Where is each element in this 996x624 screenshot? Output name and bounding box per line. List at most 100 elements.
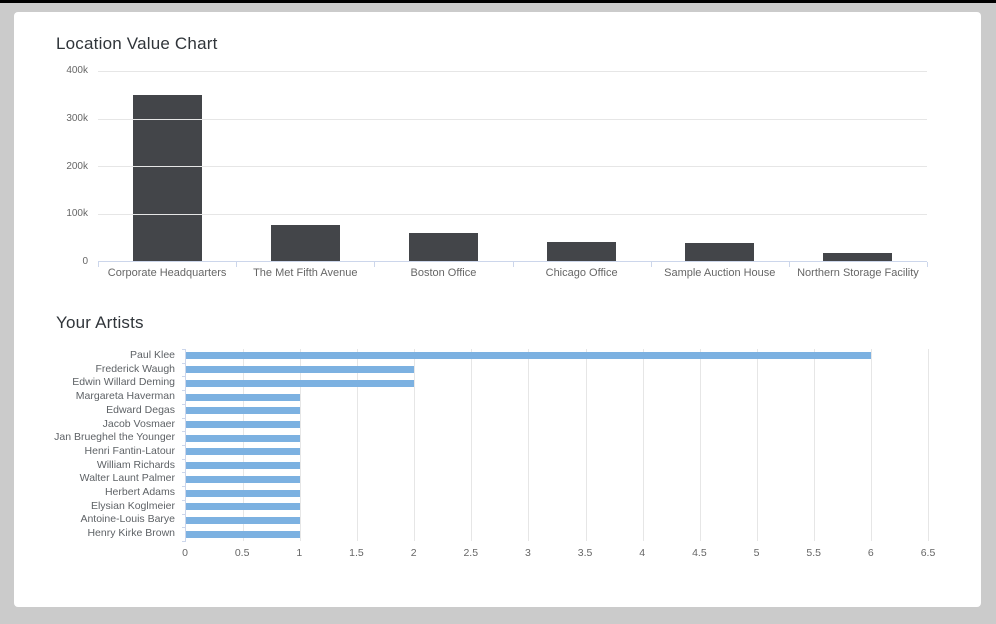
x-axis-tick	[374, 262, 376, 267]
x-category-label-the-met-fifth-avenue: The Met Fifth Avenue	[253, 267, 358, 279]
gridline	[300, 349, 302, 541]
bar-jacob-vosmaer[interactable]	[186, 420, 301, 428]
category-axis-tick	[182, 403, 186, 405]
bar-chicago-office[interactable]	[547, 242, 617, 261]
gridline	[928, 349, 929, 541]
gridline	[870, 349, 872, 541]
x-tick-label: 4.5	[692, 547, 707, 559]
x-axis-tick	[512, 262, 514, 267]
gridline	[98, 71, 927, 72]
bar-antoine-louis-barye[interactable]	[186, 516, 301, 524]
gridline	[414, 349, 416, 541]
bar-sample-auction-house[interactable]	[685, 242, 755, 261]
x-tick-label: 0	[182, 547, 188, 559]
y-tick-label: 100k	[66, 208, 88, 220]
column-slot-corporate-headquarters	[98, 71, 236, 261]
y-tick-label: 0	[82, 256, 88, 267]
location-value-chart-title: Location Value Chart	[56, 34, 218, 53]
category-axis-tick	[182, 499, 186, 501]
x-axis-tick	[927, 262, 928, 267]
artist-label-frederick-waugh: Frederick Waugh	[95, 362, 175, 375]
bar-henry-kirke-brown[interactable]	[186, 530, 301, 538]
bar-the-met-fifth-avenue[interactable]	[270, 225, 340, 261]
gridline	[813, 349, 815, 541]
artist-label-antoine-louis-barye: Antoine-Louis Barye	[80, 513, 175, 526]
x-tick-label: 6.5	[920, 547, 936, 559]
artist-label-jan-brueghel-the-younger: Jan Brueghel the Younger	[54, 431, 175, 444]
bar-henri-fantin-latour[interactable]	[186, 448, 301, 456]
gridline	[528, 349, 530, 541]
your-artists-chart-title: Your Artists	[56, 313, 144, 332]
bar-boston-office[interactable]	[408, 232, 478, 261]
x-tick-label: 5.5	[806, 547, 821, 559]
category-axis-tick	[182, 417, 186, 419]
x-axis-tick	[98, 262, 99, 267]
x-tick-label: 3	[525, 547, 531, 559]
gridline	[756, 349, 758, 541]
column-slot-northern-storage-facility	[789, 71, 927, 261]
x-tick-label: 1.5	[349, 547, 364, 559]
x-tick-label: 4	[639, 547, 646, 559]
bar-margareta-haverman[interactable]	[186, 393, 301, 401]
category-axis-tick	[182, 431, 186, 433]
category-axis-tick	[182, 472, 186, 474]
bar-jan-brueghel-the-younger[interactable]	[186, 434, 301, 442]
column-slot-sample-auction-house	[651, 71, 789, 261]
x-category-label-chicago-office: Chicago Office	[545, 267, 618, 279]
category-axis-tick	[182, 376, 186, 378]
artist-label-henri-fantin-latour: Henri Fantin-Latour	[84, 444, 175, 457]
your-artists-chart-plot	[182, 349, 929, 542]
x-category-label-boston-office: Boston Office	[410, 267, 477, 279]
gridline	[98, 118, 927, 120]
bar-herbert-adams[interactable]	[186, 489, 301, 497]
gridline	[243, 349, 245, 541]
x-axis-tick	[236, 262, 238, 267]
bar-walter-launt-palmer[interactable]	[186, 475, 301, 483]
x-axis-tick	[788, 262, 790, 267]
bar-northern-storage-facility[interactable]	[823, 252, 893, 261]
bar-edwin-willard-deming[interactable]	[186, 379, 415, 387]
location-chart-x-axis: Corporate Headquarters The Met Fifth Aven…	[98, 267, 927, 279]
gridline	[98, 166, 927, 167]
artist-label-herbert-adams: Herbert Adams	[104, 486, 175, 499]
gridline	[699, 349, 701, 541]
x-axis-tick	[650, 262, 652, 267]
bar-william-richards[interactable]	[186, 462, 301, 470]
artists-chart-category-axis: Paul Klee Frederick Waugh Edwin Willard De…	[14, 349, 175, 541]
column-slot-the-met-fifth-avenue	[236, 71, 374, 261]
category-axis-tick	[182, 458, 186, 460]
category-axis-tick	[182, 445, 186, 446]
location-value-chart-plot	[98, 71, 927, 262]
artist-label-elysian-koglmeier: Elysian Koglmeier	[90, 499, 175, 512]
bar-elysian-koglmeier[interactable]	[186, 503, 301, 511]
gridline	[98, 213, 927, 215]
x-tick-label: 6	[867, 547, 874, 559]
bar-edward-degas[interactable]	[186, 407, 301, 415]
location-chart-y-axis: 400k 300k 200k 100k 0	[14, 66, 88, 267]
column-slot-chicago-office	[513, 71, 651, 261]
x-tick-label: 3.5	[577, 547, 593, 559]
dashboard-card: Location Value Chart 400k 300k 200k 100k 0 C…	[14, 12, 981, 607]
artist-label-edwin-willard-deming: Edwin Willard Deming	[72, 376, 175, 389]
gridline	[357, 349, 359, 541]
x-category-label-northern-storage-facility: Northern Storage Facility	[797, 267, 919, 279]
artist-label-henry-kirke-brown: Henry Kirke Brown	[87, 527, 175, 540]
y-tick-label: 200k	[66, 160, 88, 172]
artist-label-paul-klee: Paul Klee	[130, 349, 175, 361]
x-tick-label: 1	[296, 547, 303, 559]
bar-corporate-headquarters[interactable]	[132, 94, 202, 261]
x-tick-label: 2	[410, 547, 417, 559]
window-top-edge	[0, 0, 996, 3]
bar-paul-klee[interactable]	[186, 352, 871, 360]
y-tick-label: 300k	[66, 112, 88, 124]
artist-label-edward-degas: Edward Degas	[106, 403, 175, 416]
artist-label-jacob-vosmaer: Jacob Vosmaer	[102, 417, 175, 430]
category-axis-tick	[182, 527, 186, 529]
bar-frederick-waugh[interactable]	[186, 366, 415, 374]
column-slot-boston-office	[374, 71, 512, 261]
gridline	[642, 349, 644, 541]
gridline	[471, 349, 473, 541]
category-axis-tick	[182, 349, 186, 350]
category-axis-tick	[182, 486, 186, 488]
